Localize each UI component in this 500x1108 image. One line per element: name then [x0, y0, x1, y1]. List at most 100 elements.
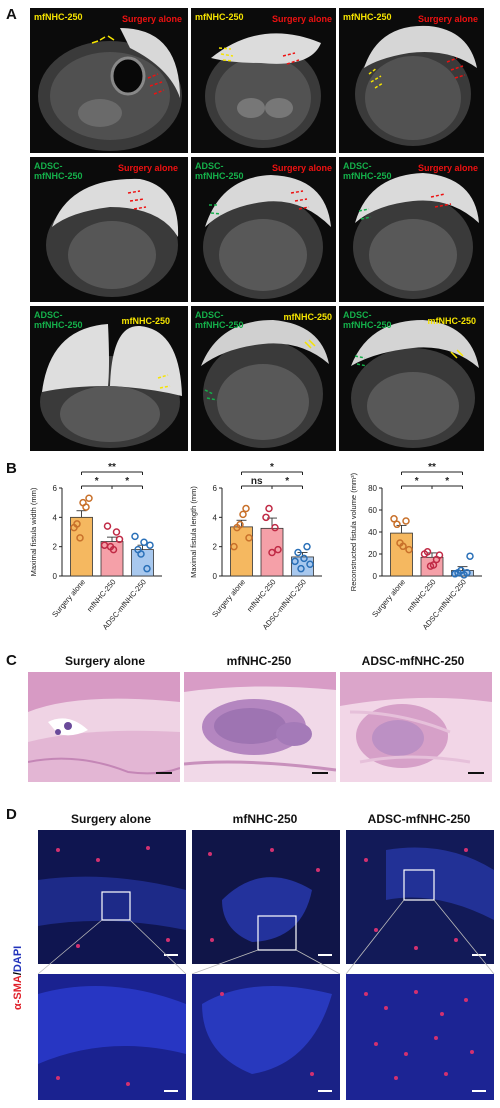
data-point — [242, 504, 250, 513]
he-image-mfnhc — [184, 672, 336, 782]
y-tick-label: 4 — [53, 513, 58, 522]
mri-label-adsc: ADSC-mfNHC-250 — [343, 161, 392, 181]
data-point — [236, 520, 244, 529]
scale-bar — [164, 1090, 178, 1092]
he-image-surgery — [28, 672, 180, 782]
data-point — [393, 520, 401, 529]
mri-label-mfnhc: mfNHC-250 — [283, 312, 332, 322]
significance-label: * — [415, 476, 419, 487]
scale-bar — [318, 954, 332, 956]
data-point — [76, 534, 84, 542]
mri-image-r1c2: mfNHC-250 Surgery alone — [191, 8, 336, 153]
data-point — [73, 520, 81, 528]
data-point — [300, 554, 308, 563]
significance-label: * — [285, 476, 289, 487]
y-tick-label: 80 — [368, 484, 377, 493]
if-overview-surgery — [38, 830, 186, 964]
data-point — [268, 548, 276, 557]
mri-label-mfnhc: mfNHC-250 — [34, 12, 83, 22]
scale-bar — [156, 772, 172, 774]
if-title-surgery: Surgery alone — [70, 812, 152, 826]
y-tick-label: 0 — [373, 572, 378, 581]
data-point — [423, 548, 432, 556]
if-overview-mfnhc — [192, 830, 340, 964]
scale-bar — [312, 772, 328, 774]
panel-label-c: C — [6, 652, 17, 669]
data-point — [297, 564, 305, 573]
if-zoom-mfnhc — [192, 974, 340, 1100]
mri-label-surgery: Surgery alone — [117, 163, 178, 173]
if-overview-adsc — [346, 830, 494, 964]
chart-fistula-length: 0 2 4 6 Maximal fistula length (mm) Surgery a… — [176, 460, 336, 645]
mri-image-r3c2: ADSC-mfNHC-250 mfNHC-250 — [191, 306, 336, 451]
data-point — [140, 538, 148, 547]
he-title-surgery: Surgery alone — [64, 654, 146, 668]
mri-label-surgery: Surgery alone — [417, 163, 478, 173]
data-point — [143, 564, 151, 573]
data-point — [137, 550, 145, 558]
chart-fistula-volume: 0 20 40 60 80 Reconstructed fistula volume (m… — [336, 460, 496, 645]
scale-bar — [318, 1090, 332, 1092]
y-tick-label: 60 — [368, 506, 377, 515]
data-point — [399, 542, 407, 551]
y-axis-label: Maximal fistula length (mm) — [189, 486, 198, 578]
mri-label-adsc: ADSC-mfNHC-250 — [195, 161, 244, 181]
y-tick-label: 6 — [53, 484, 58, 493]
y-axis-label: Maximal fistula width (mm) — [29, 487, 38, 576]
y-tick-label: 2 — [53, 543, 58, 552]
data-point — [390, 515, 398, 523]
y-tick-label: 0 — [53, 572, 58, 581]
data-point — [429, 561, 438, 569]
data-point — [239, 510, 247, 519]
panel-label-d: D — [6, 806, 17, 823]
if-zoom-adsc — [346, 974, 494, 1100]
panel-label-a: A — [6, 6, 17, 23]
data-point — [402, 517, 410, 525]
mri-label-surgery: Surgery alone — [271, 163, 332, 173]
significance-label: ** — [428, 462, 436, 473]
y-tick-label: 4 — [213, 513, 218, 522]
data-point — [103, 522, 112, 530]
data-point — [405, 545, 413, 554]
data-point — [306, 560, 314, 569]
data-point — [294, 548, 302, 557]
data-point — [82, 503, 90, 511]
panel-label-b: B — [6, 460, 17, 477]
mri-label-adsc: ADSC-mfNHC-250 — [34, 161, 83, 181]
scale-bar — [468, 772, 484, 774]
data-point — [265, 504, 273, 513]
y-tick-label: 0 — [213, 572, 218, 581]
if-title-mfnhc: mfNHC-250 — [232, 812, 298, 826]
significance-label: ** — [108, 462, 116, 473]
data-point — [274, 545, 282, 554]
data-point — [245, 534, 253, 542]
y-axis-label: Reconstructed fistula volume (mm³) — [349, 472, 358, 591]
mri-image-r2c2: ADSC-mfNHC-250 Surgery alone — [191, 157, 336, 302]
if-zoom-surgery — [38, 974, 186, 1100]
mri-label-mfnhc: mfNHC-250 — [427, 316, 476, 326]
scale-bar — [472, 1090, 486, 1092]
data-point — [466, 552, 474, 560]
data-point — [146, 541, 154, 549]
mri-image-r2c3: ADSC-mfNHC-250 Surgery alone — [339, 157, 484, 302]
mri-image-r1c3: mfNHC-250 Surgery alone — [339, 8, 484, 153]
data-point — [435, 551, 444, 559]
if-title-adsc: ADSC-mfNHC-250 — [367, 812, 471, 826]
he-title-adsc: ADSC-mfNHC-250 — [361, 654, 465, 668]
mri-label-surgery: Surgery alone — [417, 14, 478, 24]
y-tick-label: 6 — [213, 484, 218, 493]
significance-label: * — [270, 462, 274, 473]
he-image-adsc — [340, 672, 492, 782]
data-point — [262, 513, 270, 522]
significance-label: * — [95, 476, 99, 487]
y-tick-label: 40 — [368, 528, 377, 537]
mri-image-r3c1: ADSC-mfNHC-250 mfNHC-250 — [30, 306, 188, 451]
mri-image-r2c1: ADSC-mfNHC-250 Surgery alone — [30, 157, 188, 302]
significance-label: * — [445, 476, 449, 487]
data-point — [230, 542, 238, 551]
mri-label-mfnhc: mfNHC-250 — [343, 12, 392, 22]
scale-bar — [164, 954, 178, 956]
he-title-mfnhc: mfNHC-250 — [226, 654, 292, 668]
mri-label-adsc: ADSC-mfNHC-250 — [343, 310, 392, 330]
